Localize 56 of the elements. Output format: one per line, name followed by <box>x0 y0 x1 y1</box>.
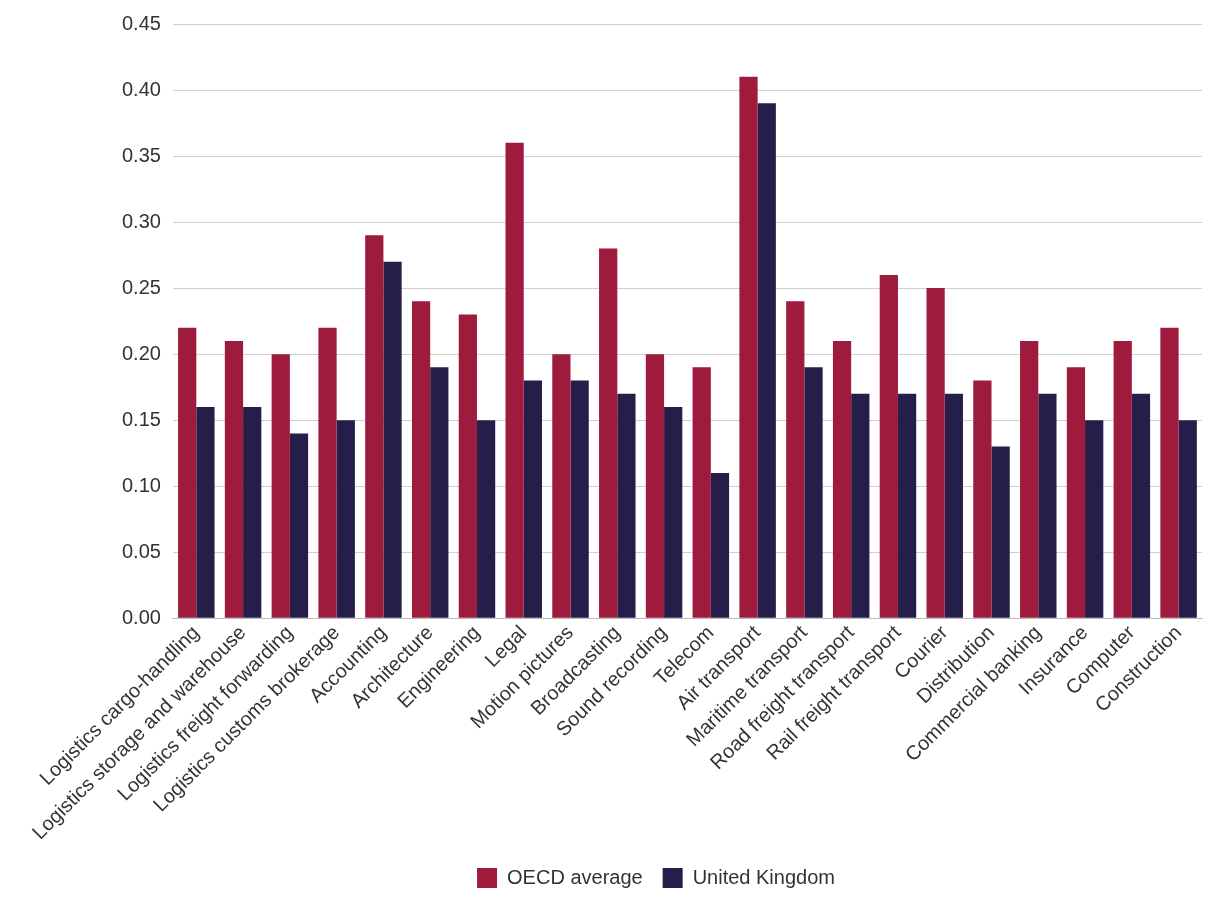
bar <box>1085 420 1104 618</box>
bar <box>505 142 524 618</box>
bar <box>383 261 402 618</box>
y-tick-label: 0.40 <box>121 77 161 100</box>
bar <box>1038 393 1057 618</box>
y-tick-label: 0.00 <box>121 605 161 628</box>
bar <box>458 314 477 618</box>
bar <box>523 380 542 618</box>
bar <box>1113 340 1132 618</box>
y-tick-label: 0.05 <box>121 539 161 562</box>
y-tick-label: 0.35 <box>121 143 161 166</box>
bar <box>645 354 665 618</box>
bar <box>710 473 730 618</box>
y-tick-label: 0.10 <box>121 473 161 496</box>
bar <box>289 433 309 618</box>
bar <box>786 301 805 618</box>
bar <box>552 354 571 618</box>
bar <box>365 235 384 618</box>
bar <box>1131 393 1151 618</box>
bar <box>1178 420 1197 618</box>
bar <box>851 393 870 618</box>
bar <box>897 393 917 618</box>
bar <box>336 420 355 618</box>
bar <box>739 76 758 618</box>
legend-label: United Kingdom <box>692 865 835 888</box>
bar <box>664 406 683 618</box>
bar <box>804 367 823 618</box>
bar <box>224 340 244 618</box>
y-tick-label: 0.15 <box>121 407 161 430</box>
bar <box>1020 340 1039 618</box>
y-tick-label: 0.20 <box>121 341 161 364</box>
bar <box>271 354 290 618</box>
y-tick-label: 0.25 <box>121 275 161 298</box>
bar <box>1160 327 1179 618</box>
bar <box>973 380 992 618</box>
bar <box>178 327 197 618</box>
bar <box>617 393 636 618</box>
bar <box>599 248 618 618</box>
bar <box>926 288 945 618</box>
bar <box>1066 367 1086 618</box>
bar <box>411 301 431 618</box>
y-tick-label: 0.30 <box>121 209 161 232</box>
bar <box>196 406 215 618</box>
bar <box>944 393 963 618</box>
bar <box>879 274 898 618</box>
bar <box>243 406 262 618</box>
bar <box>991 446 1010 618</box>
legend-label: OECD average <box>507 865 643 888</box>
bar <box>570 380 589 618</box>
y-tick-label: 0.45 <box>121 11 161 34</box>
bar <box>476 420 496 618</box>
bar <box>430 367 449 618</box>
bar <box>832 340 852 618</box>
bar <box>757 103 776 618</box>
bar <box>318 327 337 618</box>
bar <box>692 367 711 618</box>
